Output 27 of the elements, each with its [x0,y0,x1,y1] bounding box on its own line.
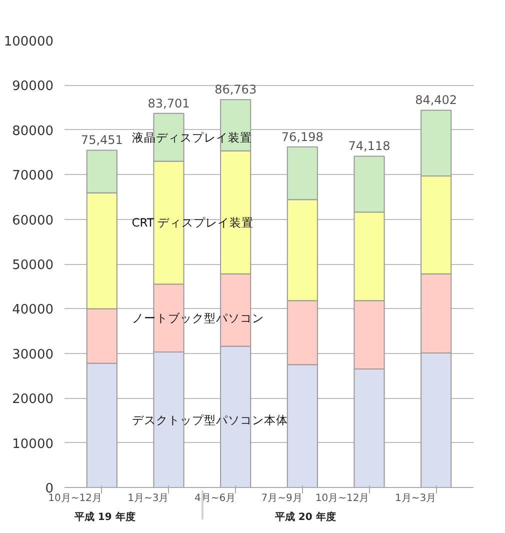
y-tick-label: 30000 [12,347,54,362]
total-label: 84,402 [415,93,458,108]
total-label: 86,763 [214,82,257,97]
x-tick-label: 10月~12月 [48,493,102,504]
x-tick-label: 1月~3月 [394,493,436,504]
y-tick-label: 40000 [12,302,54,318]
total-label: 76,198 [281,130,324,144]
series-label: CRT ディスプレイ装置 [132,216,254,230]
y-tick-label: 90000 [12,79,54,94]
text: 平成 20 年度 [274,511,336,523]
y-tick-label: 100000 [4,34,54,50]
total-label: 75,451 [80,133,123,148]
x-tick-label: 7月~9月 [261,493,302,504]
x-tick-label: 1月~3月 [128,493,169,504]
y-tick-label: 50000 [12,258,54,273]
y-tick-label: 20000 [12,392,54,408]
y-tick-label: 80000 [12,124,54,139]
x-tick-label: 10月~12月 [315,493,370,504]
text: 平成 19 年度 [73,511,136,523]
y-tick-label: 10000 [12,436,54,452]
series-label: デスクトップ型パソコン本体 [132,412,288,427]
total-label: 83,701 [148,96,190,110]
total-label: 74,118 [348,139,390,154]
series-label: ノートブック型パソコン [132,311,264,326]
y-tick-label: 60000 [12,213,54,228]
y-tick-label: 70000 [12,168,54,184]
series-label: 液晶ディスプレイ装置 [132,130,252,144]
